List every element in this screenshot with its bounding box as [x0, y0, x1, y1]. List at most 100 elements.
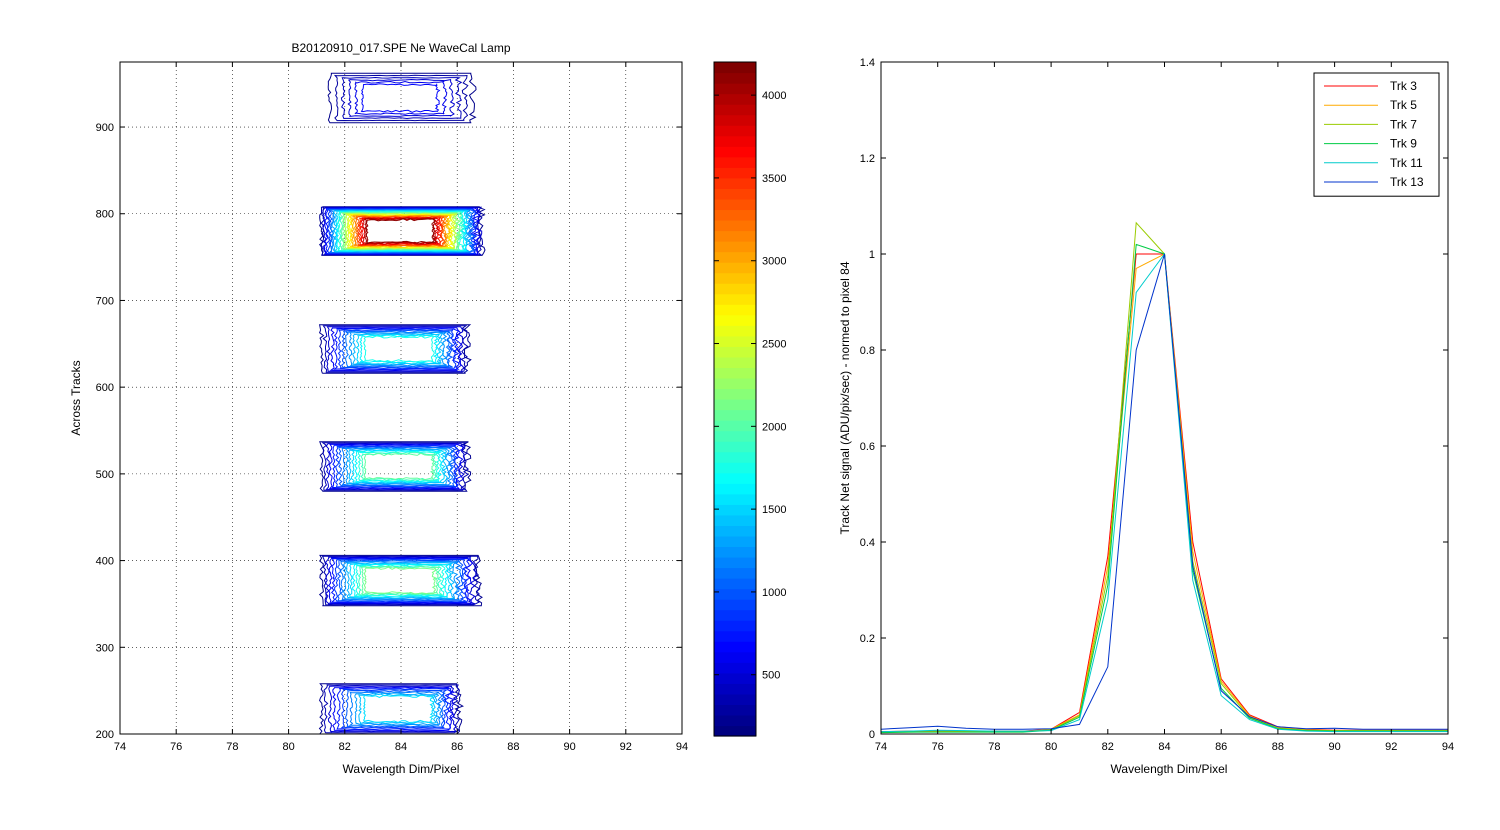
colorbar-band — [714, 146, 756, 158]
colorbar-band — [714, 714, 756, 727]
colorbar-band — [714, 483, 756, 495]
contour-level-line — [363, 335, 435, 363]
colorbar-band — [714, 388, 756, 400]
contour-level-line — [333, 74, 469, 122]
colorbar-tick-label: 1500 — [762, 504, 786, 516]
contour-level-line — [360, 565, 440, 596]
colorbar-band — [714, 651, 756, 663]
line-series — [881, 221, 1448, 734]
line-x-tick-label: 82 — [1102, 741, 1114, 753]
contour-level-line — [344, 447, 451, 486]
contour-y-tick-label: 600 — [96, 382, 114, 394]
colorbar-band — [714, 293, 756, 305]
colorbar-tick-label: 3500 — [762, 173, 786, 185]
contour-level-line — [336, 687, 452, 730]
colorbar-band — [714, 493, 756, 505]
colorbar-band — [714, 83, 756, 95]
contour-x-tick-label: 90 — [563, 741, 575, 753]
contour-level-line — [340, 329, 454, 369]
colorbar-band — [714, 262, 756, 274]
colorbar-band — [714, 683, 756, 695]
contour-level-line — [352, 214, 450, 248]
contour-level-line — [355, 564, 446, 597]
colorbar-band — [714, 546, 756, 558]
contour-level-line — [344, 330, 452, 368]
line-y-tick-label: 1.2 — [860, 153, 875, 165]
colorbar-band — [714, 567, 756, 579]
line-x-axis-label: Wavelength Dim/Pixel — [1111, 762, 1228, 776]
line-y-tick-label: 0.2 — [860, 633, 875, 645]
line-y-tick-label: 0.6 — [860, 441, 875, 453]
colorbar-band — [714, 135, 756, 147]
colorbar-tick-label: 2500 — [762, 339, 786, 351]
colorbar-frame — [713, 61, 757, 737]
contour-level-line — [352, 333, 445, 366]
colorbar-band — [714, 409, 756, 421]
colorbar-band — [714, 114, 756, 126]
contour-lines — [318, 72, 486, 734]
legend-label: Trk 9 — [1390, 137, 1417, 151]
colorbar-band — [714, 156, 756, 168]
colorbar-band — [714, 93, 756, 105]
contour-level-line — [323, 684, 460, 734]
line-x-tick-label: 84 — [1158, 741, 1170, 753]
contour-level-line — [345, 561, 455, 600]
line-x-tick-label: 86 — [1215, 741, 1227, 753]
colorbar-band — [714, 346, 756, 358]
line-y-axis-label: Track Net signal (ADU/pix/sec) - normed … — [838, 261, 852, 534]
colorbar-band — [714, 441, 756, 453]
colorbar-band — [714, 430, 756, 442]
contour-x-tick-label: 80 — [282, 741, 294, 753]
colorbar-band — [714, 314, 756, 326]
line-ticks: 74 76 78 80 82 84 86 88 90 92 94 0 0.2 0.4 0.6 0.8 1 1.2 1… — [860, 57, 1454, 753]
colorbar-band — [714, 704, 756, 716]
contour-level-line — [348, 331, 448, 367]
contour-level-line — [329, 327, 462, 372]
line-x-tick-label: 78 — [988, 741, 1000, 753]
contour-level-line — [350, 449, 446, 484]
line-x-tick-label: 74 — [875, 741, 887, 753]
contour-level-line — [328, 443, 464, 490]
colorbar-band — [714, 304, 756, 316]
colorbar-band — [714, 72, 756, 84]
contour-level-line — [358, 693, 438, 725]
contour-level-line — [318, 683, 464, 734]
contour-level-line — [332, 686, 456, 732]
contour-level-line — [352, 563, 450, 598]
colorbar: 500 1000 1500 2000 2500 3000 3500 4000 — [713, 61, 786, 737]
colorbar-band — [714, 335, 756, 347]
colorbar-band — [714, 399, 756, 411]
line-x-tick-label: 80 — [1045, 741, 1057, 753]
contour-level-line — [359, 334, 439, 364]
contour-level-line — [360, 451, 438, 481]
contour-level-line — [353, 450, 442, 483]
colorbar-band — [714, 535, 756, 548]
contour-level-line — [363, 452, 435, 481]
colorbar-bands — [714, 62, 756, 737]
contour-level-line — [322, 325, 469, 374]
contour-level-line — [331, 444, 460, 489]
contour-level-line — [319, 206, 486, 256]
colorbar-band — [714, 283, 756, 295]
colorbar-band — [714, 525, 756, 537]
line-y-tick-label: 1 — [869, 249, 875, 261]
colorbar-band — [714, 672, 756, 684]
contour-level-line — [337, 328, 457, 370]
contour-y-tick-label: 900 — [96, 122, 114, 134]
contour-level-line — [349, 563, 453, 599]
contour-level-line — [318, 324, 472, 374]
contour-y-tick-label: 800 — [96, 209, 114, 221]
contour-y-tick-label: 200 — [96, 729, 114, 741]
contour-level-line — [357, 564, 444, 596]
contour-level-line — [357, 451, 441, 482]
colorbar-band — [714, 230, 756, 242]
contour-x-tick-label: 86 — [451, 741, 463, 753]
contour-level-line — [326, 326, 466, 372]
contour-level-line — [327, 685, 458, 734]
colorbar-band — [714, 609, 756, 621]
contour-level-line — [340, 688, 449, 729]
contour-level-line — [354, 80, 448, 115]
colorbar-band — [714, 272, 756, 284]
contour-level-line — [341, 447, 454, 486]
